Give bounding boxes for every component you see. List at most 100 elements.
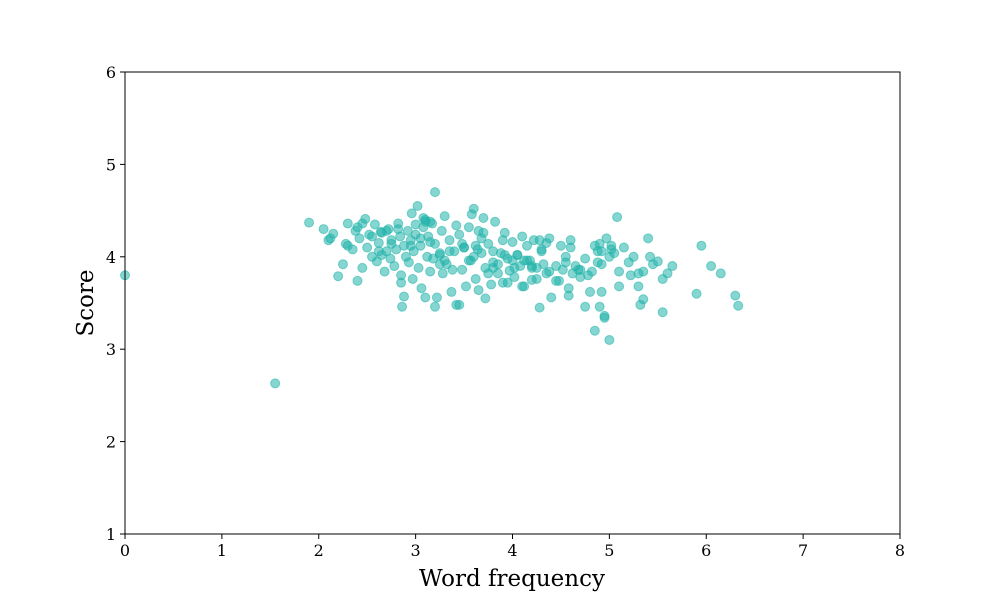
scatter-point	[444, 235, 455, 246]
scatter-point	[733, 300, 744, 311]
scatter-point	[413, 262, 424, 273]
scatter-point	[652, 256, 663, 267]
scatter-point	[470, 273, 481, 284]
scatter-point	[420, 216, 431, 227]
scatter-point	[507, 237, 518, 248]
scatter-point	[599, 312, 610, 323]
scatter-point	[478, 212, 489, 223]
scatter-point	[480, 293, 491, 304]
scatter-point	[439, 211, 450, 222]
scatter-point	[463, 255, 474, 266]
scatter-point	[436, 225, 447, 236]
scatter-point	[376, 227, 387, 238]
scatter-point	[483, 268, 494, 279]
scatter-point	[396, 277, 407, 288]
scatter-point	[594, 301, 605, 312]
scatter-point	[534, 235, 545, 246]
scatter-point	[412, 200, 423, 211]
scatter-point	[604, 334, 615, 345]
scatter-point	[457, 264, 468, 275]
scatter-point	[715, 268, 726, 279]
scatter-point	[434, 259, 445, 270]
scatter-point	[333, 271, 344, 282]
scatter-point	[405, 240, 416, 251]
scatter-point	[638, 294, 649, 305]
scatter-point	[633, 281, 644, 292]
y-axis-ticks: 1 2 3 4 5 6	[106, 63, 125, 544]
scatter-point	[596, 246, 607, 257]
scatter-point	[473, 225, 484, 236]
scatter-point	[415, 233, 426, 244]
scatter-point	[555, 240, 566, 251]
scatter-point	[362, 242, 373, 253]
scatter-point	[614, 281, 625, 292]
x-tick-label: 8	[895, 541, 905, 560]
scatter-point	[554, 275, 564, 286]
x-tick-label: 5	[604, 541, 614, 560]
scatter-point	[430, 187, 440, 198]
data-points	[120, 187, 744, 389]
scatter-point	[403, 257, 414, 268]
scatter-point	[454, 299, 465, 310]
scatter-point	[488, 246, 499, 257]
scatter-point	[399, 291, 409, 302]
x-tick-label: 2	[314, 541, 324, 560]
scatter-point	[463, 222, 474, 233]
scatter-point	[410, 219, 421, 230]
scatter-point	[347, 244, 358, 255]
scatter-point	[342, 218, 353, 229]
y-tick-label: 6	[106, 63, 116, 82]
scatter-point	[657, 307, 668, 318]
x-tick-label: 4	[507, 541, 517, 560]
scatter-point	[430, 301, 440, 312]
plot-frame	[124, 71, 901, 535]
scatter-point	[425, 237, 436, 248]
scatter-point	[497, 235, 508, 246]
scatter-point	[354, 233, 365, 244]
scatter-point	[560, 251, 571, 262]
scatter-point	[517, 281, 528, 292]
scatter-point	[517, 231, 528, 242]
y-axis-label: Score	[73, 269, 99, 336]
y-tick-label: 3	[106, 340, 116, 359]
scatter-point	[437, 268, 448, 279]
scatter-point	[470, 240, 481, 251]
scatter-point	[466, 209, 477, 220]
scatter-point	[563, 283, 574, 294]
scatter-point	[337, 259, 348, 270]
scatter-point	[325, 233, 336, 244]
scatter-point	[483, 238, 494, 249]
scatter-point	[583, 270, 594, 281]
scatter-point	[454, 229, 465, 240]
scatter-point	[457, 238, 468, 249]
scatter-point	[551, 261, 562, 272]
scatter-point	[589, 325, 600, 336]
scatter-point	[502, 277, 513, 288]
scatter-point	[486, 279, 497, 290]
x-tick-label: 7	[798, 541, 808, 560]
scatter-point	[509, 262, 520, 273]
scatter-point	[618, 242, 629, 253]
scatter-point	[614, 266, 625, 277]
scatter-point	[444, 246, 455, 257]
scatter-point	[357, 262, 368, 273]
scatter-point	[512, 249, 523, 260]
scatter-point	[431, 292, 442, 303]
scatter-point	[657, 273, 668, 284]
x-tick-label: 0	[120, 541, 130, 560]
y-tick-label: 2	[106, 433, 116, 452]
scatter-point	[473, 285, 484, 296]
scatter-point	[367, 231, 378, 242]
scatter-point	[546, 292, 557, 303]
scatter-point	[696, 240, 707, 251]
scatter-point	[573, 264, 584, 275]
x-axis-label: Word frequency	[419, 566, 605, 592]
scatter-point	[386, 238, 397, 249]
scatter-point	[425, 266, 436, 277]
scatter-point	[304, 217, 315, 228]
scatter-point	[318, 224, 329, 235]
scatter-point	[340, 238, 351, 249]
scatter-point	[461, 281, 471, 292]
y-tick-label: 1	[106, 525, 116, 544]
